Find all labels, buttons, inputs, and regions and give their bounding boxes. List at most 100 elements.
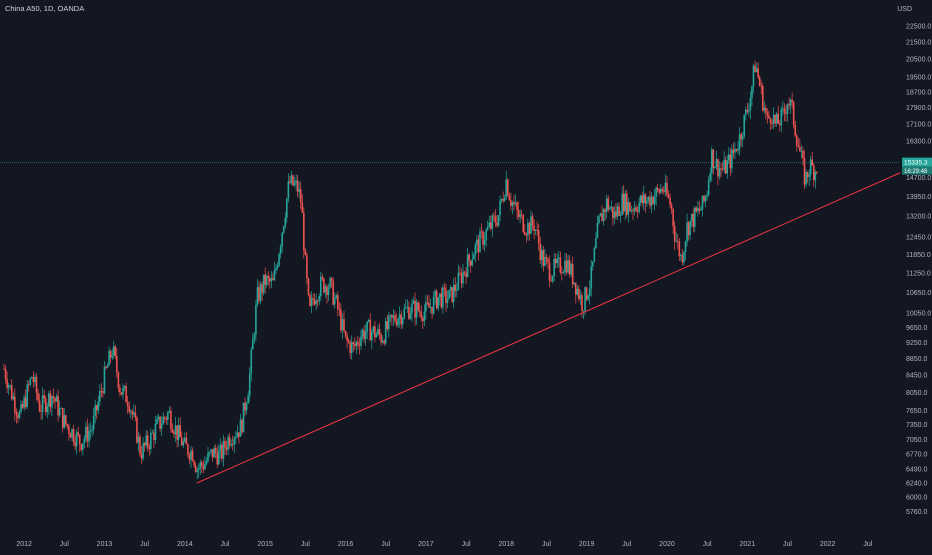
x-axis[interactable]: 2012 Jul 2013 Jul 2014 Jul 2015 Jul 2016 Jul 2017 J…	[16, 541, 872, 548]
candle-body	[52, 396, 55, 399]
candle-body	[723, 159, 725, 170]
candle-body	[18, 412, 21, 418]
candle-body	[585, 287, 588, 300]
candle-body	[639, 195, 642, 203]
candle-body	[740, 134, 742, 140]
candle-body	[731, 149, 733, 169]
candle-body	[250, 349, 253, 374]
y-tick-label: 9250.0	[906, 340, 928, 347]
candle-body	[320, 276, 322, 297]
y-tick-label: 18700.0	[906, 89, 931, 96]
candle-body	[506, 179, 509, 196]
candle-body	[140, 454, 143, 459]
candle-body	[627, 202, 630, 215]
candle-body	[188, 454, 191, 460]
candle-body	[182, 441, 185, 446]
candle-body	[482, 231, 484, 245]
candle-body	[588, 288, 591, 296]
candle-body	[366, 321, 368, 333]
candle-body	[496, 222, 498, 226]
candle-body	[727, 154, 730, 161]
candle-body	[752, 65, 755, 87]
candle-body	[245, 403, 248, 411]
candle-body	[754, 65, 756, 73]
candle-body	[278, 254, 280, 266]
candle-body	[676, 241, 679, 242]
candle-body	[295, 180, 297, 183]
candle-body	[425, 302, 427, 312]
candle-body	[678, 241, 681, 257]
candle-body	[423, 311, 426, 322]
candle-body	[547, 258, 549, 263]
candle-body	[117, 372, 120, 388]
candle-body	[748, 110, 750, 112]
candle-body	[439, 293, 441, 298]
candle-body	[715, 159, 718, 168]
candle-body	[605, 198, 608, 212]
candle-body	[364, 332, 367, 340]
candle-body	[196, 470, 198, 472]
candle-body	[60, 408, 62, 409]
candle-body	[542, 249, 545, 266]
candle-body	[468, 254, 470, 261]
candle-body	[539, 243, 542, 261]
candle-body	[497, 215, 500, 226]
candle-body	[707, 180, 710, 195]
candle-body	[236, 432, 239, 438]
y-tick-label: 22500.0	[906, 23, 931, 30]
candle-body	[457, 272, 460, 290]
candle-body	[352, 342, 355, 345]
candle-body	[112, 346, 115, 356]
candle-body	[741, 136, 744, 140]
y-tick-label: 20500.0	[906, 57, 931, 64]
trendline[interactable]	[196, 172, 901, 484]
candle-body	[252, 339, 254, 350]
candle-body	[459, 272, 461, 274]
candle-body	[103, 366, 106, 394]
candle-body	[298, 189, 300, 192]
candle-body	[167, 412, 169, 420]
y-axis[interactable]: 22500.0 21500.0 20500.0 19500.0 18700.0 17900…	[906, 23, 931, 516]
candle-body	[778, 123, 781, 126]
candle-body	[153, 432, 155, 441]
candle-body	[432, 296, 435, 314]
candle-body	[197, 468, 200, 471]
candle-body	[486, 227, 489, 230]
candle-body	[726, 160, 729, 174]
candle-body	[449, 287, 452, 291]
candle-body	[282, 226, 285, 233]
candle-body	[24, 397, 27, 407]
candle-body	[173, 432, 175, 435]
candle-body	[553, 259, 555, 277]
candle-body	[721, 168, 724, 170]
candle-body	[184, 437, 186, 442]
candle-body	[210, 449, 212, 453]
x-tick-label: 2017	[418, 541, 434, 548]
candle-body	[303, 212, 305, 250]
candle-body	[435, 291, 438, 309]
candle-body	[392, 315, 395, 318]
candle-body	[429, 306, 432, 308]
candle-body	[800, 151, 803, 152]
candle-body	[737, 148, 739, 151]
candle-body	[653, 196, 656, 205]
candle-body	[58, 408, 61, 416]
candle-body	[111, 355, 113, 358]
candle-body	[248, 373, 251, 396]
candle-body	[528, 222, 531, 234]
candle-body	[598, 216, 600, 224]
y-tick-label: 10650.0	[906, 290, 931, 297]
candle-body	[337, 295, 339, 309]
candle-body	[618, 206, 620, 216]
candle-body	[327, 287, 330, 296]
candle-body	[270, 278, 273, 282]
y-tick-label: 17100.0	[906, 121, 931, 128]
candle-body	[636, 210, 639, 212]
candle-body	[214, 448, 217, 454]
y-tick-label: 6490.0	[906, 467, 928, 474]
candle-body	[513, 202, 515, 205]
candle-body	[406, 306, 409, 308]
candle-body	[48, 393, 50, 407]
